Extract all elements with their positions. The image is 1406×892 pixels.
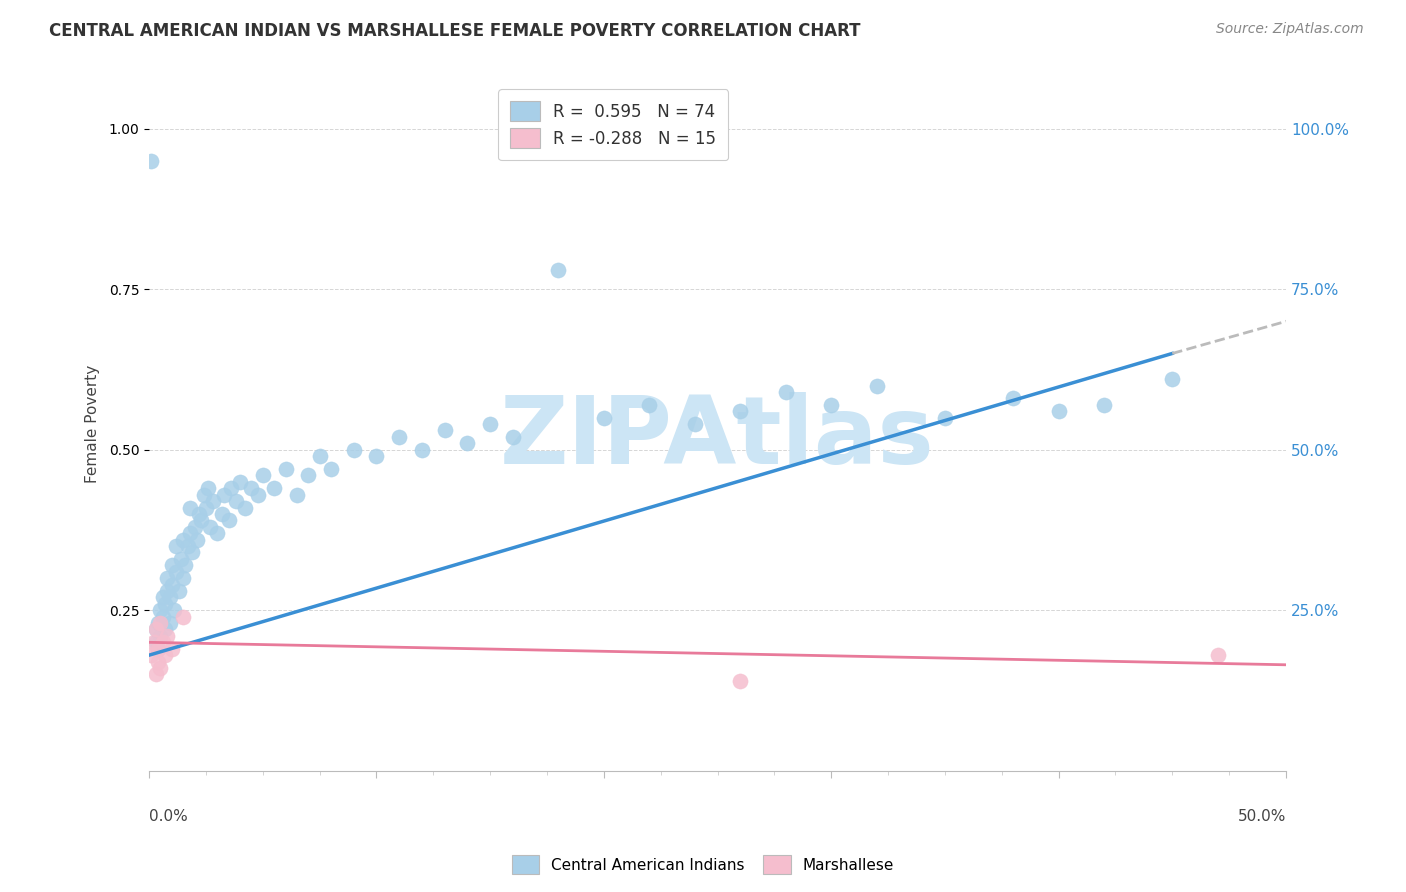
Point [366, 449, 388, 463]
Point [149, 629, 172, 643]
Point [153, 648, 176, 662]
Point [160, 641, 183, 656]
Point [188, 507, 211, 521]
Point [152, 635, 174, 649]
Point [297, 468, 319, 483]
Point [148, 655, 170, 669]
Point [197, 481, 219, 495]
Text: CENTRAL AMERICAN INDIAN VS MARSHALLESE FEMALE POVERTY CORRELATION CHART: CENTRAL AMERICAN INDIAN VS MARSHALLESE F… [49, 22, 860, 40]
Point [212, 488, 235, 502]
Point [388, 430, 411, 444]
Point [152, 609, 174, 624]
Point [145, 635, 167, 649]
Legend: Central American Indians, Marshallese: Central American Indians, Marshallese [506, 849, 900, 880]
Text: ZIPAtlas: ZIPAtlas [501, 392, 935, 484]
Point [145, 667, 167, 681]
Point [247, 488, 270, 502]
Point [167, 584, 190, 599]
Point [201, 494, 224, 508]
Text: 0.0%: 0.0% [149, 809, 188, 824]
Point [141, 648, 163, 662]
Point [160, 577, 183, 591]
Point [152, 591, 174, 605]
Point [148, 616, 170, 631]
Point [153, 623, 176, 637]
Point [285, 488, 308, 502]
Point [186, 533, 208, 547]
Point [456, 436, 478, 450]
Point [165, 565, 187, 579]
Point [730, 404, 752, 418]
Point [263, 481, 285, 495]
Point [225, 494, 247, 508]
Point [274, 462, 297, 476]
Point [411, 442, 433, 457]
Text: 50.0%: 50.0% [1237, 809, 1286, 824]
Point [149, 616, 172, 631]
Point [159, 591, 181, 605]
Point [252, 468, 274, 483]
Point [866, 378, 889, 392]
Point [142, 635, 165, 649]
Point [683, 417, 706, 431]
Point [820, 398, 842, 412]
Point [207, 526, 229, 541]
Point [148, 641, 170, 656]
Point [190, 513, 212, 527]
Point [479, 417, 502, 431]
Point [145, 623, 167, 637]
Point [592, 410, 614, 425]
Point [174, 558, 197, 573]
Point [172, 571, 194, 585]
Point [1206, 648, 1229, 662]
Point [194, 500, 217, 515]
Point [172, 533, 194, 547]
Point [148, 641, 170, 656]
Point [183, 520, 205, 534]
Point [163, 603, 186, 617]
Point [775, 384, 797, 399]
Point [156, 584, 179, 599]
Point [1161, 372, 1184, 386]
Point [218, 513, 240, 527]
Legend: R =  0.595   N = 74, R = -0.288   N = 15: R = 0.595 N = 74, R = -0.288 N = 15 [499, 89, 728, 160]
Point [156, 629, 179, 643]
Point [433, 424, 456, 438]
Point [181, 545, 204, 559]
Text: Source: ZipAtlas.com: Source: ZipAtlas.com [1216, 22, 1364, 37]
Point [159, 616, 181, 631]
Point [179, 500, 201, 515]
Point [193, 488, 215, 502]
Point [638, 398, 661, 412]
Point [160, 558, 183, 573]
Point [145, 623, 167, 637]
Point [211, 507, 233, 521]
Y-axis label: Female Poverty: Female Poverty [86, 365, 100, 483]
Point [1002, 392, 1025, 406]
Point [240, 481, 263, 495]
Point [179, 526, 201, 541]
Point [502, 430, 524, 444]
Point [308, 449, 330, 463]
Point [156, 571, 179, 585]
Point [319, 462, 342, 476]
Point [730, 673, 752, 688]
Point [172, 609, 194, 624]
Point [177, 539, 200, 553]
Point [170, 552, 193, 566]
Point [229, 475, 252, 489]
Point [200, 520, 222, 534]
Point [149, 661, 172, 675]
Point [547, 263, 569, 277]
Point [153, 597, 176, 611]
Point [343, 442, 366, 457]
Point [165, 539, 187, 553]
Point [149, 603, 172, 617]
Point [1047, 404, 1070, 418]
Point [934, 410, 956, 425]
Point [141, 153, 163, 168]
Point [233, 500, 256, 515]
Point [219, 481, 242, 495]
Point [1092, 398, 1115, 412]
